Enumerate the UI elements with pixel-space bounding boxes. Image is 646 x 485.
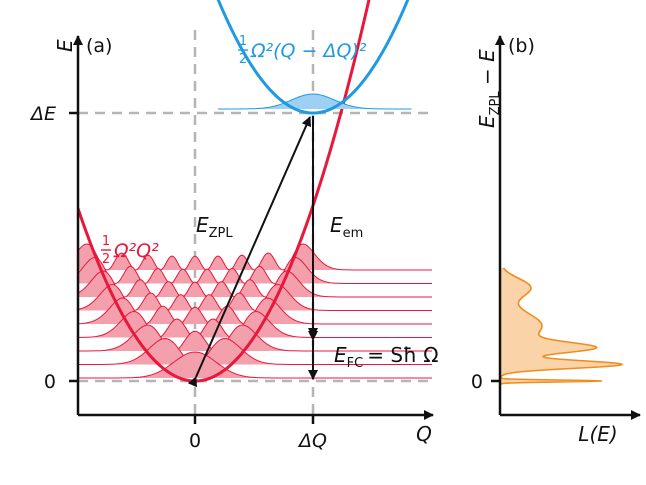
excited-wavefunction-line bbox=[218, 93, 412, 110]
lineshape-curve bbox=[499, 267, 624, 392]
ground-wavefunction-fill bbox=[78, 271, 432, 297]
ground-wavefunction-fill bbox=[78, 244, 432, 270]
y-tick-label-0: 0 bbox=[44, 371, 56, 393]
ground-wavefunction-fill bbox=[78, 298, 432, 324]
ground-eq-frac-den: 2 bbox=[102, 252, 110, 267]
excited-eq-frac-den: 2 bbox=[239, 52, 247, 67]
excited-wavefunction-fill bbox=[218, 94, 412, 109]
ground-wavefunction-fill bbox=[78, 338, 432, 365]
y-axis-label-a: E bbox=[53, 39, 77, 52]
e-em-label: Eem bbox=[330, 213, 363, 241]
ground-state-equation: 1 2 Ω²Q² bbox=[101, 234, 159, 267]
zpl-arrow bbox=[187, 116, 311, 388]
y-tick-label-b0: 0 bbox=[471, 371, 483, 393]
x-tick-label-dq: ΔQ bbox=[297, 430, 327, 452]
excited-wavefunction bbox=[218, 93, 412, 110]
x-axis-label-a: Q bbox=[416, 422, 432, 446]
e-fc-label: EFC = Sħ Ω bbox=[334, 343, 439, 371]
excited-state-parabola bbox=[216, 0, 410, 115]
ground-eq-main: Ω²Q² bbox=[113, 240, 159, 262]
excited-eq-main: Ω²(Q − ΔQ)² bbox=[250, 40, 367, 62]
excited-eq-frac-num: 1 bbox=[239, 34, 247, 49]
y-axis-label-b: EZPL − E bbox=[475, 49, 503, 128]
panel-label-a: (a) bbox=[86, 35, 112, 57]
panel-b: 0 EZPL − E L(E) (b) bbox=[471, 35, 641, 446]
lineshape-fill bbox=[500, 268, 622, 392]
x-axis-label-b: L(E) bbox=[578, 422, 617, 446]
x-tick-label-0: 0 bbox=[189, 430, 201, 452]
panel-a: 0 ΔE 0 ΔQ E Q (a) EZPL Eem EFC = Sħ Ω 1 2… bbox=[29, 0, 439, 452]
panel-label-b: (b) bbox=[508, 35, 535, 57]
e-zpl-label: EZPL bbox=[196, 213, 233, 241]
y-tick-label-de: ΔE bbox=[29, 103, 56, 125]
excited-state-equation: 1 2 Ω²(Q − ΔQ)² bbox=[238, 34, 367, 67]
ground-eq-frac-num: 1 bbox=[102, 234, 110, 249]
